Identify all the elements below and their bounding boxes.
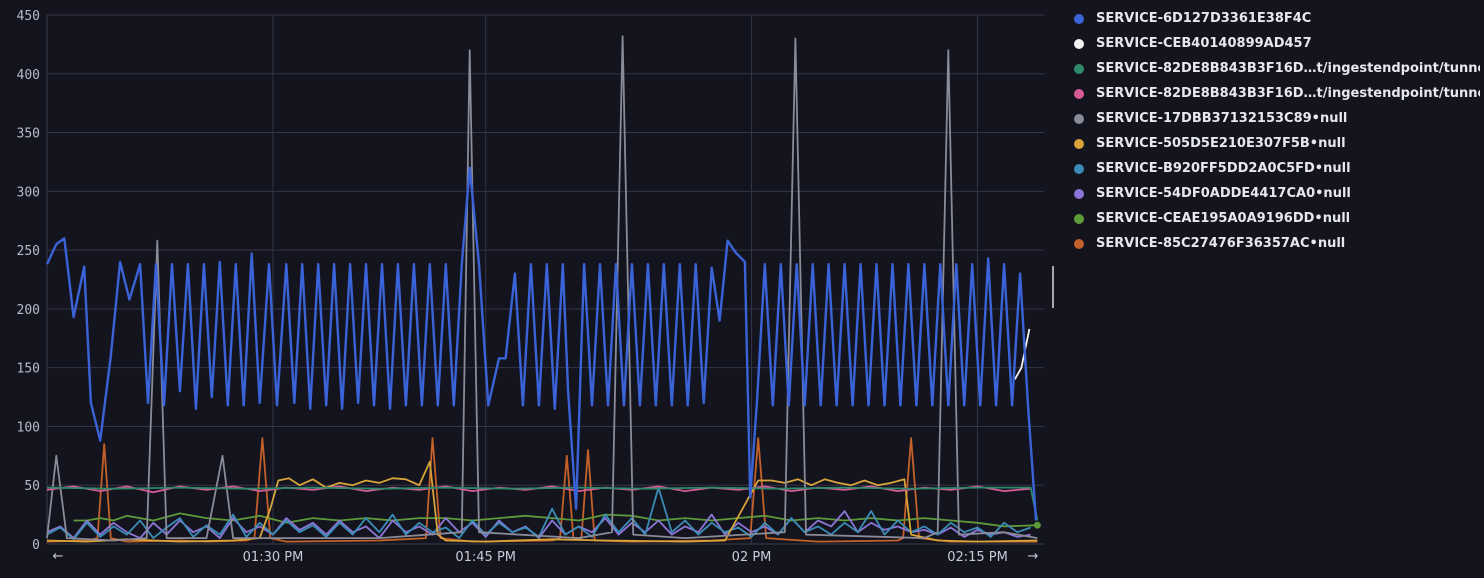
series-line-8[interactable] <box>46 510 1031 539</box>
legend-color-dot <box>1074 238 1084 249</box>
y-tick-label: 300 <box>17 185 40 200</box>
x-tick-label: 02 PM <box>732 550 772 565</box>
y-tick-label: 400 <box>17 68 40 83</box>
series-lines <box>45 35 1041 543</box>
legend-label: SERVICE-82DE8B843B3F16D…t/ingestendpoint… <box>1096 86 1480 101</box>
series-line-6[interactable] <box>46 460 1038 543</box>
scroll-right-arrow[interactable]: → <box>1028 549 1039 564</box>
legend-item[interactable]: SERVICE-6D127D3361E38F4C <box>1070 6 1480 31</box>
legend-label: SERVICE-CEAE195A0A9196DD•null <box>1096 211 1351 226</box>
legend: SERVICE-6D127D3361E38F4C SERVICE-CEB40140… <box>1070 6 1480 256</box>
legend-item[interactable]: SERVICE-85C27476F36357AC•null <box>1070 231 1480 256</box>
legend-label: SERVICE-CEB40140899AD457 <box>1096 36 1312 51</box>
legend-label: SERVICE-85C27476F36357AC•null <box>1096 236 1346 251</box>
legend-item[interactable]: SERVICE-CEB40140899AD457 <box>1070 31 1480 56</box>
series-line-5[interactable] <box>46 35 1038 542</box>
legend-label: SERVICE-505D5E210E307F5B•null <box>1096 136 1346 151</box>
y-tick-label: 250 <box>17 244 40 259</box>
x-axis: 01:30 PM 01:45 PM 02 PM 02:15 PM <box>243 550 1008 565</box>
x-tick-label: 02:15 PM <box>947 550 1008 565</box>
legend-color-dot <box>1074 38 1084 49</box>
legend-item[interactable]: SERVICE-82DE8B843B3F16D…t/ingestendpoint… <box>1070 56 1480 81</box>
legend-color-dot <box>1074 138 1084 149</box>
series-line-9[interactable] <box>73 512 1038 528</box>
legend-color-dot <box>1074 163 1084 174</box>
series-line-7[interactable] <box>46 486 1031 541</box>
legend-label: SERVICE-82DE8B843B3F16D…t/ingestendpoint… <box>1096 61 1480 76</box>
legend-color-dot <box>1074 88 1084 99</box>
y-tick-label: 450 <box>17 9 40 24</box>
legend-color-dot <box>1074 213 1084 224</box>
legend-color-dot <box>1074 63 1084 74</box>
legend-label: SERVICE-6D127D3361E38F4C <box>1096 11 1312 26</box>
legend-color-dot <box>1074 113 1084 124</box>
y-tick-label: 350 <box>17 127 40 142</box>
series-line-10[interactable] <box>46 437 1038 543</box>
y-tick-label: 0 <box>32 538 40 553</box>
y-tick-label: 100 <box>17 420 40 435</box>
x-tick-label: 01:45 PM <box>455 550 516 565</box>
legend-item[interactable]: SERVICE-CEAE195A0A9196DD•null <box>1070 206 1480 231</box>
line-chart: 0 50 100 150 200 250 300 350 400 450 01:30 PM 01:4… <box>17 9 1054 565</box>
scroll-left-arrow[interactable]: ← <box>53 549 64 564</box>
legend-item[interactable]: SERVICE-82DE8B843B3F16D…t/ingestendpoint… <box>1070 81 1480 106</box>
y-tick-label: 150 <box>17 362 40 377</box>
legend-label: SERVICE-17DBB37132153C89•null <box>1096 111 1348 126</box>
grid-lines <box>46 14 1044 545</box>
legend-item[interactable]: SERVICE-B920FF5DD2A0C5FD•null <box>1070 156 1480 181</box>
legend-label: SERVICE-B920FF5DD2A0C5FD•null <box>1096 161 1351 176</box>
series-line-3[interactable] <box>46 486 1039 521</box>
legend-item[interactable]: SERVICE-17DBB37132153C89•null <box>1070 106 1480 131</box>
y-axis: 0 50 100 150 200 250 300 350 400 450 <box>17 9 40 553</box>
series-end-marker <box>1033 521 1041 529</box>
series-line-1[interactable] <box>45 166 1038 521</box>
legend-color-dot <box>1074 13 1084 24</box>
y-tick-label: 50 <box>24 479 40 494</box>
legend-item[interactable]: SERVICE-54DF0ADDE4417CA0•null <box>1070 181 1480 206</box>
legend-item[interactable]: SERVICE-505D5E210E307F5B•null <box>1070 131 1480 156</box>
y-tick-label: 200 <box>17 303 40 318</box>
x-tick-label: 01:30 PM <box>243 550 304 565</box>
series-line-2[interactable] <box>1014 328 1031 380</box>
legend-color-dot <box>1074 188 1084 199</box>
legend-label: SERVICE-54DF0ADDE4417CA0•null <box>1096 186 1351 201</box>
